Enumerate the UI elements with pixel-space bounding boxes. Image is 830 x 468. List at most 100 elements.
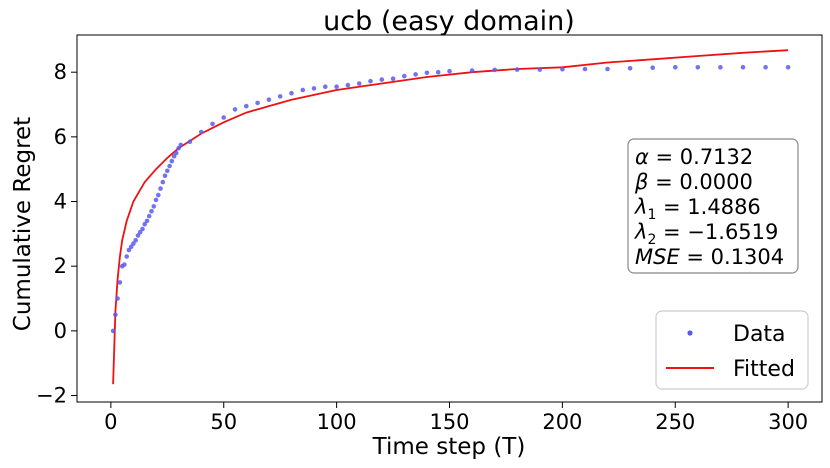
data-point (277, 94, 283, 99)
y-tick-label: 0 (54, 319, 67, 343)
data-point (131, 241, 136, 246)
x-tick-label: 100 (317, 410, 357, 434)
data-point (146, 213, 152, 219)
data-point (232, 107, 238, 112)
data-point (169, 158, 175, 164)
data-point (178, 142, 184, 148)
data-point (785, 65, 791, 70)
data-point (402, 73, 407, 79)
data-point (289, 90, 294, 96)
y-tick-label: 6 (54, 125, 67, 149)
data-point (424, 70, 430, 76)
data-point (650, 65, 655, 70)
annotation-line: MSE = 0.1304 (635, 245, 784, 269)
data-point (137, 229, 143, 235)
data-point (311, 86, 317, 91)
data-point (582, 66, 588, 72)
data-point (345, 82, 351, 88)
data-point (126, 247, 132, 253)
y-tick-label: −2 (36, 384, 67, 408)
data-point (117, 280, 123, 285)
data-point (113, 312, 118, 318)
x-tick-label: 50 (210, 410, 237, 434)
legend: Data Fitted (655, 310, 809, 390)
data-point (492, 67, 498, 73)
data-point (122, 262, 127, 267)
data-point (142, 221, 147, 227)
x-tick-label: 0 (104, 410, 117, 434)
annotation-line: λ2 = −1.6519 (634, 220, 778, 248)
x-axis-label: Time step (T) (372, 434, 526, 460)
y-axis-label: Cumulative Regret (10, 117, 36, 331)
y-tick-label: 8 (54, 60, 67, 84)
data-point (435, 69, 441, 75)
y-axis: −2 0 2 4 6 8 (36, 60, 77, 408)
data-point (115, 296, 120, 301)
annotation-line: β = 0.0000 (634, 170, 753, 194)
data-point (162, 173, 168, 178)
data-point (174, 150, 179, 156)
data-point (560, 67, 565, 72)
annotation-line: λ1 = 1.4886 (634, 195, 761, 223)
annotation-frame (627, 138, 799, 274)
data-point (356, 81, 362, 86)
data-point (221, 115, 226, 120)
data-point (627, 66, 633, 71)
data-point (334, 84, 339, 89)
data-point (537, 67, 543, 72)
data-point (176, 145, 181, 151)
annotation-line: α = 0.7132 (635, 145, 753, 169)
fitted-line (112, 49, 789, 385)
data-point (379, 77, 385, 82)
data-point (128, 244, 134, 250)
data-point (167, 163, 172, 169)
y-tick-label: 2 (54, 254, 67, 278)
data-point (133, 238, 138, 243)
data-point (469, 68, 475, 73)
legend-label: Data (733, 322, 786, 347)
data-point (673, 65, 678, 70)
data-point (447, 68, 452, 74)
data-point (156, 192, 161, 198)
data-point (740, 65, 746, 70)
legend-frame (655, 310, 809, 390)
data-point (605, 66, 610, 72)
data-point (140, 226, 145, 232)
data-point (266, 97, 272, 102)
chart-title: ucb (easy domain) (323, 6, 575, 37)
data-point (198, 129, 204, 135)
data-point (718, 65, 723, 70)
data-point (165, 168, 170, 174)
data-point (244, 103, 249, 109)
legend-marker-data (687, 330, 693, 336)
data-point (323, 84, 328, 89)
data-point (413, 72, 418, 77)
data-point (255, 100, 260, 106)
x-tick-label: 200 (542, 410, 582, 434)
x-tick-label: 300 (768, 410, 808, 434)
data-point (124, 254, 129, 259)
data-point (695, 65, 701, 70)
data-point (187, 139, 193, 144)
data-point (390, 76, 396, 81)
data-point (151, 204, 157, 209)
y-tick-label: 4 (54, 190, 67, 214)
x-axis: 0 50 100 150 200 250 300 (104, 402, 808, 434)
data-point (135, 233, 141, 238)
data-point (763, 65, 768, 70)
data-point (160, 179, 166, 185)
x-tick-label: 150 (429, 410, 469, 434)
x-tick-label: 250 (655, 410, 695, 434)
data-point (153, 197, 159, 203)
data-point (144, 218, 150, 224)
legend-label: Fitted (733, 357, 795, 382)
data-point (210, 121, 215, 127)
data-point (368, 78, 373, 84)
data-point (149, 208, 154, 214)
data-point (514, 67, 520, 72)
data-point (110, 328, 116, 334)
data-point (158, 186, 163, 191)
data-point (300, 87, 306, 93)
